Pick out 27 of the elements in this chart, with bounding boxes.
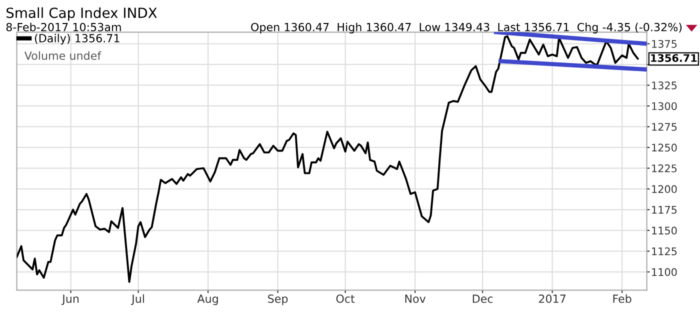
y-tick-label: 1375 [652,40,677,48]
legend-label: (Daily) 1356.71 [34,34,120,45]
x-tick-label: Jul [131,294,144,305]
x-tick-label: Nov [405,294,426,303]
x-tick-label: Feb [613,294,632,303]
y-tick-label: 1275 [652,122,677,131]
x-tick-label: Dec [472,294,493,303]
y-tick-label: 1100 [652,268,677,276]
chart-title: Small Cap Index INDX [6,7,157,21]
y-tick-label: 1300 [652,102,677,110]
y-tick-label: 1175 [652,206,677,214]
line-series [16,35,639,283]
text: 8-Feb-2017 10:53am [6,22,121,32]
x-tick-label: Aug [197,294,218,306]
y-tick-label: 1125 [652,247,677,256]
x-tick-label: Sep [268,294,288,306]
annotation: 1356.71 [651,54,697,62]
x-tick-label: 2017 [538,294,566,303]
annotation: Open 1360.47 High 1360.47 Low 1349.43 Last 1356.71 Chg -4.35 (-0.32%) [251,22,682,34]
y-tick-label: 1150 [652,226,677,235]
y-tick-label: 1225 [652,164,677,172]
y-tick-label: 1325 [652,81,677,90]
x-tick-label: Jun [62,294,79,305]
x-tick-label: Oct [336,294,355,303]
y-tick-label: 1200 [652,185,677,194]
annotation: Volume undef [24,51,102,60]
y-tick-label: 1250 [652,144,677,152]
